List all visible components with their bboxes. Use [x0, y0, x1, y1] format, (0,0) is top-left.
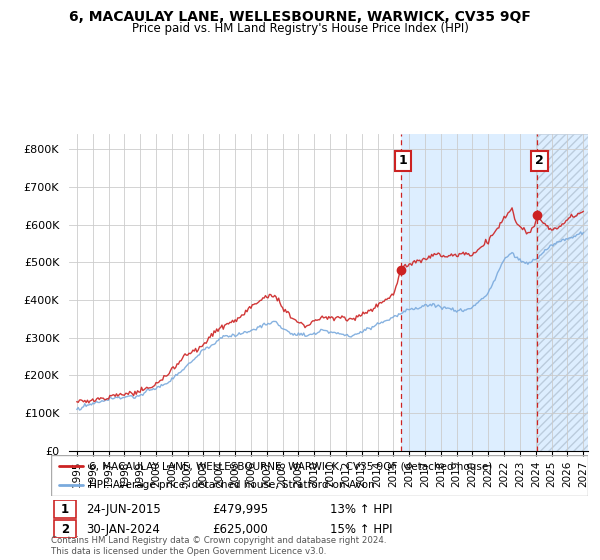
Text: 30-JAN-2024: 30-JAN-2024	[86, 522, 160, 536]
Text: 15% ↑ HPI: 15% ↑ HPI	[330, 522, 393, 536]
Bar	[53, 520, 76, 538]
Text: 1: 1	[61, 502, 69, 516]
Text: Contains HM Land Registry data © Crown copyright and database right 2024.
This d: Contains HM Land Registry data © Crown c…	[51, 536, 386, 556]
Text: £479,995: £479,995	[212, 502, 268, 516]
Text: 13% ↑ HPI: 13% ↑ HPI	[330, 502, 393, 516]
Text: 1: 1	[399, 154, 408, 167]
Bar	[401, 134, 537, 451]
Text: 24-JUN-2015: 24-JUN-2015	[86, 502, 161, 516]
Text: 2: 2	[535, 154, 544, 167]
Text: 6, MACAULAY LANE, WELLESBOURNE, WARWICK, CV35 9QF: 6, MACAULAY LANE, WELLESBOURNE, WARWICK,…	[69, 10, 531, 24]
Text: £625,000: £625,000	[212, 522, 268, 536]
Bar	[53, 500, 76, 518]
Bar	[537, 134, 588, 451]
Text: HPI: Average price, detached house, Stratford-on-Avon: HPI: Average price, detached house, Stra…	[89, 480, 374, 489]
Text: 6, MACAULAY LANE, WELLESBOURNE, WARWICK, CV35 9QF (detached house): 6, MACAULAY LANE, WELLESBOURNE, WARWICK,…	[89, 461, 492, 471]
Text: 2: 2	[61, 522, 69, 536]
Text: Price paid vs. HM Land Registry's House Price Index (HPI): Price paid vs. HM Land Registry's House …	[131, 22, 469, 35]
